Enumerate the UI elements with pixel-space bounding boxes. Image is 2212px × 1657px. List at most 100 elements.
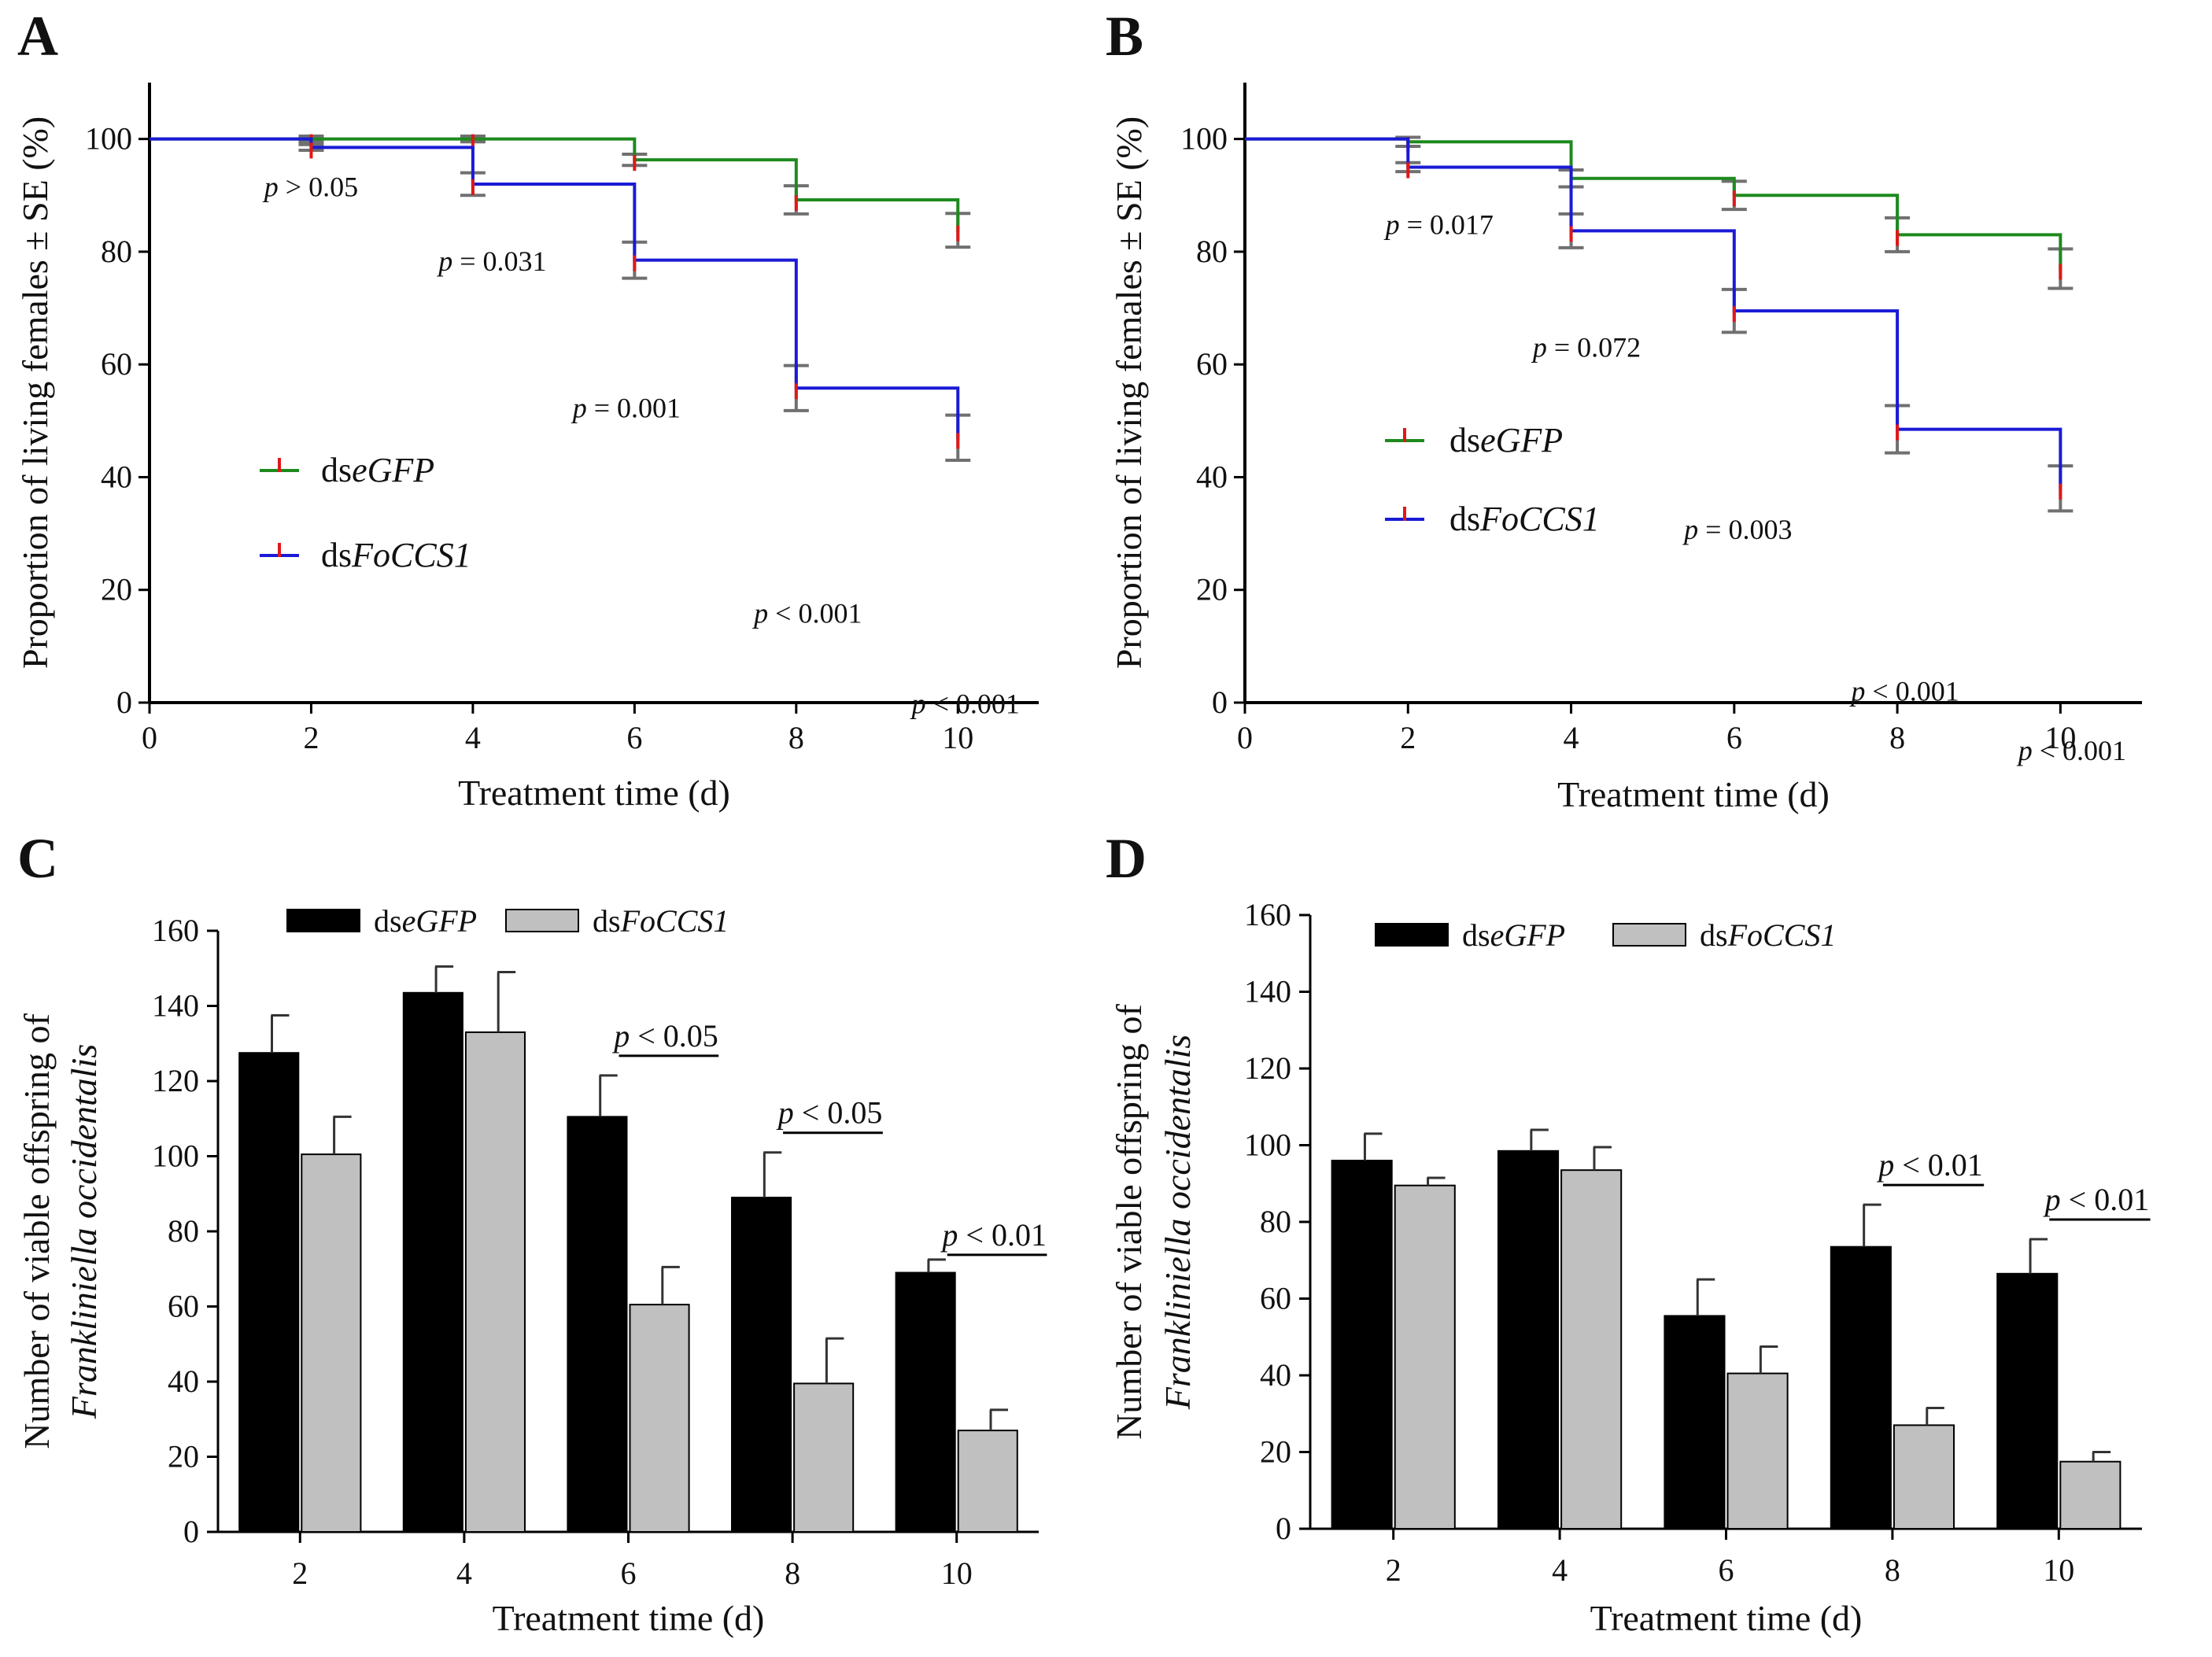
legend-label: dseGFP <box>1462 917 1565 953</box>
x-tick-label: 6 <box>626 720 642 755</box>
panel-A: A 0 20 40 60 80 100 0 2 4 6 8 10 Treatment time (d) Pr… <box>15 5 1039 813</box>
y-tick-label: 60 <box>1260 1281 1291 1316</box>
significance-label: p < 0.05 <box>776 1095 883 1131</box>
legend-swatch <box>505 909 579 932</box>
y-tick-label: 80 <box>1260 1204 1291 1239</box>
x-tick-label: 6 <box>621 1556 637 1591</box>
y-tick-label: 160 <box>152 913 199 948</box>
x-tick-label: 2 <box>1400 720 1416 755</box>
p-value-label: p < 0.001 <box>1848 676 1959 707</box>
x-axis-title: Treatment time (d) <box>493 1598 765 1638</box>
legend-label: dseGFP <box>321 451 434 489</box>
bar-dseGFP <box>238 1052 300 1533</box>
y-tick-label: 100 <box>152 1138 199 1174</box>
x-tick-label: 4 <box>456 1556 472 1591</box>
x-tick-label: 4 <box>465 720 481 755</box>
x-tick-label: 8 <box>1889 720 1905 755</box>
y-tick-label: 40 <box>1260 1357 1291 1393</box>
y-tick-label: 80 <box>101 234 132 269</box>
y-tick-label: 0 <box>1212 685 1228 720</box>
x-tick-label: 10 <box>941 1556 973 1591</box>
x-tick-label: 10 <box>942 720 973 755</box>
x-tick-label: 10 <box>2043 1552 2074 1588</box>
x-tick-label: 6 <box>1726 720 1742 755</box>
series-line-dsFoCCS1 <box>1245 137 2062 490</box>
bar-dseGFP <box>1830 1246 1892 1530</box>
y-tick-label: 80 <box>168 1213 199 1249</box>
x-tick-label: 2 <box>1386 1552 1401 1588</box>
y-tick-label: 20 <box>101 572 132 607</box>
y-tick-label: 120 <box>1244 1050 1291 1086</box>
p-value-label: p < 0.001 <box>2016 735 2126 766</box>
bar-dseGFP <box>1497 1150 1560 1530</box>
legend-label: dsFoCCS1 <box>321 536 471 574</box>
legend-label: dsFoCCS1 <box>593 903 729 939</box>
y-tick-label: 120 <box>152 1063 199 1098</box>
significance-label: p < 0.05 <box>611 1018 718 1054</box>
panel-B: B 0 20 40 60 80 100 0 2 4 6 8 10 Treatment time (d) Pr… <box>1106 5 2142 814</box>
p-value-label: p > 0.05 <box>262 171 358 202</box>
p-value-label: p = 0.072 <box>1531 331 1641 363</box>
bar-dsFoCCS1 <box>957 1430 1018 1533</box>
y-axis-title-line2: Frankliniella occidentalis <box>64 1044 104 1420</box>
y-tick-label: 0 <box>1276 1511 1291 1546</box>
y-tick-label: 20 <box>1196 572 1228 607</box>
y-axis-title: Proportion of living females ± SE (%) <box>15 116 55 669</box>
bar-dsFoCCS1 <box>1893 1424 1955 1530</box>
x-tick-label: 4 <box>1564 720 1579 755</box>
x-axis-title: Treatment time (d) <box>458 773 730 813</box>
bar-dseGFP <box>567 1116 628 1533</box>
x-tick-label: 2 <box>292 1556 308 1591</box>
p-value-label: p = 0.031 <box>436 245 546 277</box>
bar-dseGFP <box>1664 1315 1726 1530</box>
legend-swatch <box>1612 923 1686 947</box>
bar-dsFoCCS1 <box>2059 1460 2122 1530</box>
x-axis-title: Treatment time (d) <box>1590 1598 1863 1638</box>
y-tick-label: 100 <box>1180 121 1228 157</box>
significance-label: p < 0.01 <box>1876 1147 1983 1183</box>
panel-D: D 0 20 40 60 80 100 120 140 160 2 4 6 8 10 Treatment ti… <box>1106 827 2151 1638</box>
y-tick-label: 140 <box>152 988 199 1024</box>
panel-letter-A: A <box>17 5 58 68</box>
bar-dsFoCCS1 <box>1726 1372 1789 1530</box>
bar-dsFoCCS1 <box>464 1031 526 1533</box>
legend-label: dsFoCCS1 <box>1700 917 1836 953</box>
x-tick-label: 0 <box>142 720 157 755</box>
panel-letter-C: C <box>17 827 58 890</box>
y-tick-label: 20 <box>168 1439 199 1474</box>
p-value-label: p = 0.003 <box>1682 514 1792 545</box>
y-tick-label: 20 <box>1260 1434 1291 1470</box>
legend-swatch <box>286 909 360 932</box>
significance-label: p < 0.01 <box>940 1217 1047 1253</box>
legend-label: dseGFP <box>1449 421 1563 459</box>
y-axis-title-line1: Number of viable offspring of <box>1109 1004 1149 1440</box>
p-value-label: p = 0.017 <box>1383 209 1494 240</box>
legend-label: dseGFP <box>374 903 477 939</box>
bar-dseGFP <box>402 991 463 1533</box>
y-tick-label: 80 <box>1196 234 1228 269</box>
y-axis-title: Proportion of living females ± SE (%) <box>1109 116 1149 669</box>
panel-letter-D: D <box>1106 827 1147 890</box>
x-tick-label: 8 <box>1885 1552 1900 1588</box>
y-tick-label: 40 <box>101 459 132 494</box>
y-tick-label: 160 <box>1244 897 1291 932</box>
p-value-label: p = 0.001 <box>571 393 681 424</box>
bar-dsFoCCS1 <box>301 1153 362 1533</box>
y-tick-label: 40 <box>168 1364 199 1399</box>
y-tick-label: 60 <box>101 346 132 382</box>
x-tick-label: 0 <box>1237 720 1253 755</box>
y-tick-label: 40 <box>1196 459 1228 494</box>
y-tick-label: 60 <box>1196 346 1228 382</box>
x-tick-label: 8 <box>788 720 804 755</box>
series-line-dseGFP <box>1245 137 2062 271</box>
bar-dseGFP <box>895 1271 956 1533</box>
significance-label: p < 0.01 <box>2043 1182 2150 1217</box>
x-tick-label: 4 <box>1552 1552 1568 1588</box>
bar-dsFoCCS1 <box>1560 1169 1623 1530</box>
x-tick-label: 2 <box>303 720 319 755</box>
panel-letter-B: B <box>1106 5 1143 68</box>
x-tick-label: 10 <box>2044 720 2076 755</box>
legend-label: dsFoCCS1 <box>1449 500 1600 538</box>
p-value-label: p < 0.001 <box>751 597 862 629</box>
y-tick-label: 140 <box>1244 974 1291 1009</box>
